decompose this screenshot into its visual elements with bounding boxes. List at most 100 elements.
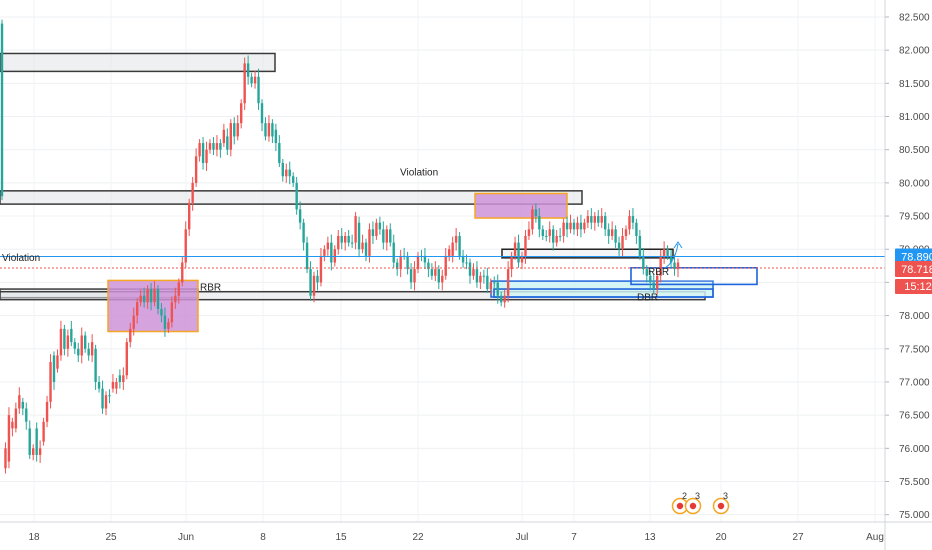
candle-body xyxy=(583,222,586,230)
candle-body xyxy=(631,216,635,223)
last-price-label: 78.718 xyxy=(901,264,932,276)
candle-body xyxy=(63,328,66,349)
candle-body xyxy=(479,275,482,283)
candle-body xyxy=(4,448,7,469)
y-tick-label: 75.000 xyxy=(899,510,930,521)
candle-body xyxy=(229,123,232,150)
candle-body xyxy=(538,216,541,230)
candle-body xyxy=(142,295,146,303)
candle-body xyxy=(333,249,336,263)
event-marker[interactable]: 3 xyxy=(712,491,730,515)
zones xyxy=(0,52,758,333)
y-tick-label: 82.500 xyxy=(899,12,930,23)
candle-body xyxy=(271,123,274,137)
annotation-label: Violation xyxy=(400,168,438,179)
candle-body xyxy=(576,222,579,230)
candle-body xyxy=(579,222,583,230)
annotation-label: RBR xyxy=(648,267,669,278)
candle-body xyxy=(354,216,357,243)
candle-body xyxy=(569,222,572,230)
candle-body xyxy=(25,408,28,422)
candle-body xyxy=(21,401,24,409)
y-tick-label: 80.000 xyxy=(899,178,930,189)
candle-body xyxy=(278,143,281,163)
x-tick-label: Jul xyxy=(516,532,529,543)
candle-body xyxy=(645,269,648,276)
x-tick-label: 18 xyxy=(28,532,40,543)
countdown-label: 15:12 xyxy=(904,281,932,293)
candle-body xyxy=(472,269,475,276)
x-tick-label: Aug xyxy=(866,532,884,543)
y-tick-label: 81.000 xyxy=(899,112,930,123)
candle-body xyxy=(219,143,222,150)
candle-body xyxy=(125,342,128,376)
candle-body xyxy=(52,355,56,382)
candle-body xyxy=(628,216,631,230)
candle-body xyxy=(340,235,343,243)
candle-body xyxy=(586,216,590,223)
candle-body xyxy=(122,375,125,382)
y-tick-label: 81.500 xyxy=(899,79,930,90)
candle-body xyxy=(662,249,666,256)
price-axis[interactable]: 82.500 82.000 81.500 81.000 80.500 80.000 79.5… xyxy=(884,0,932,550)
candle-body xyxy=(77,348,80,356)
candle-body xyxy=(392,242,395,263)
candle-body xyxy=(427,262,430,270)
candle-body xyxy=(371,229,375,236)
candle-body xyxy=(610,229,614,236)
candle-body xyxy=(118,375,122,382)
candle-body xyxy=(368,229,371,256)
candle-body xyxy=(503,295,506,303)
candle-body xyxy=(139,295,142,303)
projection-arrow xyxy=(664,243,679,269)
candle-body xyxy=(676,262,680,270)
candle-body xyxy=(520,255,524,263)
candle-body xyxy=(260,103,264,124)
y-tick-label: 82.000 xyxy=(899,46,930,57)
candle-body xyxy=(513,242,517,256)
candle-body xyxy=(274,129,278,144)
candle-body xyxy=(614,229,617,243)
candle-body xyxy=(309,269,312,296)
x-tick-label: 22 xyxy=(412,532,424,543)
overlays xyxy=(0,241,885,269)
annotation-label: RBR xyxy=(200,282,221,293)
time-axis[interactable]: 18 25 Jun 8 15 22 Jul 7 13 20 27 Aug xyxy=(0,521,932,543)
candle-body xyxy=(364,242,368,256)
candle-body xyxy=(624,229,628,236)
candle-body xyxy=(292,176,295,183)
candle-body xyxy=(285,169,288,177)
candle-body xyxy=(475,269,479,283)
candle-body xyxy=(517,242,520,263)
y-tick-label: 75.500 xyxy=(899,477,930,488)
candle-body xyxy=(545,235,548,237)
candle-body xyxy=(361,242,364,250)
candle-body xyxy=(49,362,52,402)
event-dot-icon xyxy=(689,502,697,510)
arrow-head-icon xyxy=(673,241,683,249)
zone-blue xyxy=(493,288,714,298)
candle-body xyxy=(212,143,215,150)
candle-body xyxy=(375,222,378,236)
event-marker[interactable]: 3 xyxy=(684,491,702,515)
event-count: 3 xyxy=(695,491,700,501)
x-tick-label: 8 xyxy=(260,532,266,543)
last-price-badge xyxy=(895,260,932,277)
candle-body xyxy=(0,23,4,197)
candle-body xyxy=(468,262,472,276)
candle-body xyxy=(108,395,111,397)
candle-body xyxy=(205,149,208,163)
current-price-label: 78.890 xyxy=(901,252,932,264)
candle-body xyxy=(590,216,593,223)
candle-body xyxy=(489,282,492,290)
candle-body xyxy=(281,162,284,177)
candle-body xyxy=(42,421,45,442)
candle-body xyxy=(604,216,607,230)
candle-body xyxy=(458,235,461,256)
candle-body xyxy=(97,381,101,389)
candle-body xyxy=(226,136,229,150)
candle-body xyxy=(201,143,205,163)
